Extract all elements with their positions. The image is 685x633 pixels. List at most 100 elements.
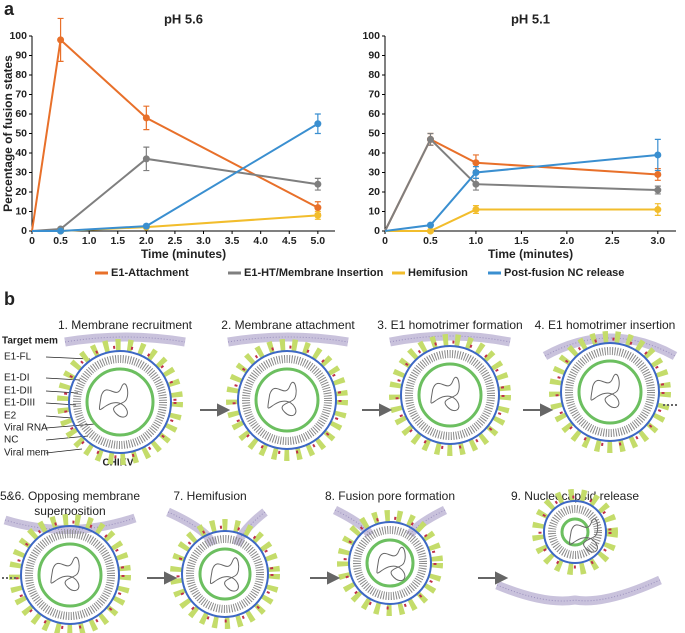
viral-membrane	[242, 355, 332, 445]
nucleocapsid	[85, 367, 155, 437]
viral-rna	[590, 373, 620, 409]
viral-membrane	[548, 505, 602, 559]
x-tick-label: 0.5	[53, 235, 68, 247]
y-tick-label: 60	[368, 108, 380, 120]
arrow	[362, 403, 393, 417]
target-membrane	[495, 575, 662, 606]
viral-membrane	[25, 530, 115, 620]
x-tick-label: 1.5	[514, 235, 529, 247]
arrow	[200, 403, 231, 417]
component-label: Viral RNA	[4, 423, 48, 434]
y-tick-label: 10	[368, 205, 380, 217]
e1-dots	[15, 520, 125, 630]
x-tick-label: 0.5	[423, 235, 438, 247]
step-title: 3. E1 homotrimer formation	[377, 318, 522, 332]
y-tick-label: 90	[368, 49, 380, 61]
y-tick-label: 100	[9, 30, 27, 42]
arrow	[478, 571, 509, 585]
step-title: 7. Hemifusion	[173, 489, 246, 503]
viral-membrane	[405, 350, 495, 440]
spike-layer	[9, 514, 131, 633]
pointer	[45, 423, 96, 429]
component-label: E1-FL	[4, 352, 32, 363]
y-axis-label: Percentage of fusion states	[1, 55, 15, 212]
series-line	[384, 137, 658, 232]
point	[314, 180, 322, 188]
nucleocapsid	[577, 359, 643, 425]
legend-label: E1-Attachment	[111, 267, 189, 279]
y-tick-label: 30	[15, 166, 27, 178]
viral-rna	[376, 546, 406, 582]
spike-layer	[389, 334, 511, 456]
spike-layer	[57, 339, 183, 465]
x-tick-label: 3.0	[196, 235, 211, 247]
x-tick-label: 4.5	[282, 235, 297, 247]
e1-dots	[343, 516, 437, 610]
series-line	[384, 153, 658, 232]
y-tick-label: 30	[368, 166, 380, 178]
point	[472, 206, 480, 214]
point	[654, 151, 662, 159]
nucleocapsid	[254, 367, 320, 433]
pointer	[45, 356, 91, 360]
step-title: 5&6. Opposing membrane	[0, 489, 140, 503]
e1-dots	[555, 337, 665, 447]
step-title: 2. Membrane attachment	[221, 318, 355, 332]
x-tick-label: 2.0	[560, 235, 575, 247]
y-tick-label: 80	[368, 69, 380, 81]
viral-rna	[568, 518, 599, 553]
pointer	[45, 402, 77, 406]
e2-layer	[400, 345, 500, 445]
spike-layer	[226, 339, 348, 461]
x-tick-label: 0	[29, 235, 35, 247]
x-tick-label: 3.5	[225, 235, 240, 247]
viral-rna	[50, 556, 80, 592]
viral-membrane	[73, 355, 167, 449]
chart-title: pH 5.6	[164, 11, 203, 26]
e1-dots	[395, 340, 505, 450]
point	[142, 222, 150, 230]
y-tick-label: 40	[15, 147, 27, 159]
target-membrane-edge	[544, 337, 676, 357]
series-line	[31, 157, 318, 232]
legend-label: Hemifusion	[408, 267, 468, 279]
x-tick-label: 2.0	[139, 235, 154, 247]
y-tick-label: 80	[15, 69, 27, 81]
nucleocapsid	[37, 542, 103, 608]
viral-membrane	[353, 526, 427, 600]
legend-label: Post-fusion NC release	[504, 267, 624, 279]
point	[472, 169, 480, 176]
y-tick-label: 20	[368, 186, 380, 198]
point	[472, 180, 480, 188]
step-title: 1. Membrane recruitment	[58, 318, 193, 332]
x-axis-label: Time (minutes)	[488, 247, 573, 261]
component-label: E1-DII	[4, 386, 32, 397]
e1-dots	[232, 345, 342, 455]
nucleocapsid	[417, 362, 483, 428]
point	[426, 135, 434, 143]
y-tick-label: 10	[15, 205, 27, 217]
viral-membrane	[186, 535, 264, 613]
x-tick-label: 1.0	[469, 235, 484, 247]
y-tick-label: 20	[15, 186, 27, 198]
point	[472, 159, 480, 167]
series-line	[31, 37, 319, 232]
chart-title: pH 5.1	[511, 11, 550, 26]
viral-rna	[98, 383, 129, 418]
point	[314, 211, 322, 219]
component-label: E1-DI	[4, 373, 30, 384]
x-tick-label: 2.5	[605, 235, 620, 247]
panel-label: b	[4, 289, 15, 309]
e1-dots	[63, 345, 177, 459]
y-tick-label: 100	[362, 30, 380, 42]
y-tick-label: 50	[368, 127, 380, 139]
spike-layer	[549, 331, 671, 453]
e2-layer	[68, 350, 172, 454]
pointer	[45, 448, 83, 454]
y-tick-label: 60	[15, 108, 27, 120]
x-tick-label: 3.0	[651, 235, 666, 247]
target-membrane-edge	[4, 517, 136, 530]
e1-dots	[538, 495, 612, 569]
target-membrane-edge	[227, 336, 349, 343]
